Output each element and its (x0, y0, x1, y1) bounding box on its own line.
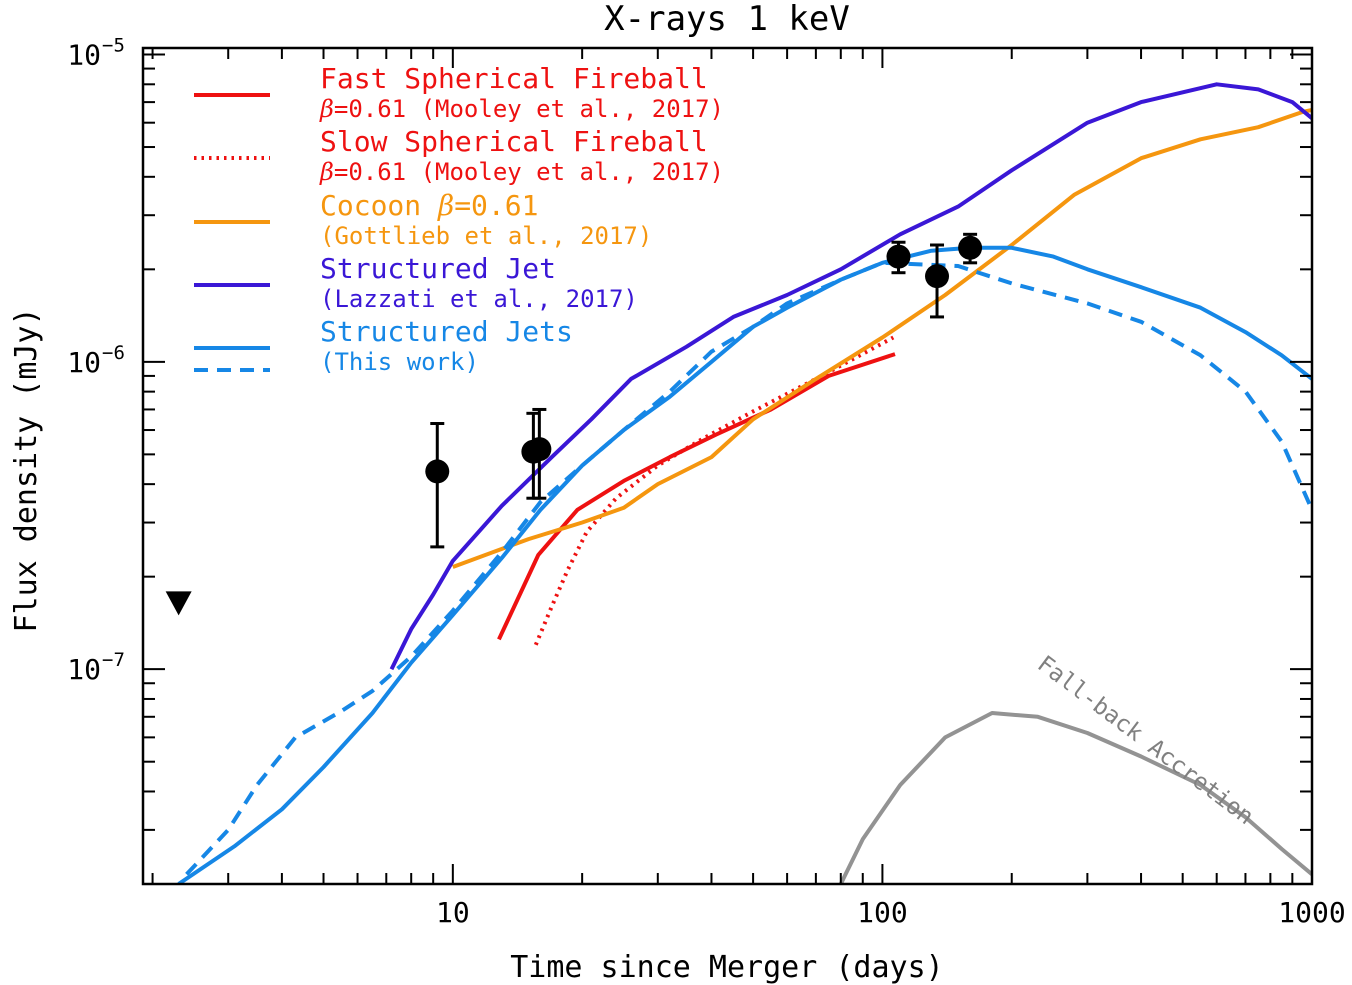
legend-sublabel-slow: β=0.61 (Mooley et al., 2017) (319, 158, 724, 186)
legend-label-this_solid: Structured Jets (320, 315, 573, 348)
upper-limit-marker-0 (165, 591, 192, 616)
x-tick-label: 1000 (1278, 896, 1345, 929)
x-axis-label: Time since Merger (days) (510, 950, 943, 985)
data-point-2 (527, 437, 552, 462)
y-tick-exponent: −7 (102, 649, 125, 671)
series-line-this_dashed (185, 260, 1312, 876)
legend-label-cocoon: Cocoon β=0.61 (320, 189, 539, 222)
legend-sublabel-lazzati: (Lazzati et al., 2017) (320, 285, 638, 313)
y-axis-label: Flux density (mJy) (9, 307, 44, 632)
ticks-layer (143, 48, 1313, 885)
y-tick-exponent: −5 (102, 35, 125, 57)
data-point-5 (958, 235, 983, 260)
y-tick-label: 10 (67, 39, 101, 72)
legend-sublabel-cocoon: (Gottlieb et al., 2017) (320, 222, 652, 250)
series-line-lazzati (389, 82, 1312, 671)
series-line-fallback (839, 711, 1312, 884)
plot-frame (141, 46, 1314, 886)
data-point-0 (425, 459, 450, 484)
series-line-slow (533, 335, 895, 646)
y-tick-label: 10 (67, 346, 101, 379)
legend-sublabel-fast: β=0.61 (Mooley et al., 2017) (319, 95, 724, 123)
chart-title: X-rays 1 keV (604, 0, 850, 39)
series-layer (177, 82, 1312, 884)
legend-label-fast: Fast Spherical Fireball (320, 62, 708, 95)
fallback-accretion-label: Fall-back Accretion (1032, 651, 1258, 830)
series-line-fast (497, 352, 896, 641)
legend-label-lazzati: Structured Jet (320, 252, 556, 285)
series-line-cocoon (452, 108, 1312, 569)
y-tick-exponent: −6 (102, 342, 125, 364)
data-point-4 (925, 264, 950, 289)
x-tick-label: 100 (857, 896, 908, 929)
x-tick-label: 10 (436, 896, 470, 929)
legend-label-slow: Slow Spherical Fireball (320, 125, 708, 158)
data-point-3 (886, 244, 911, 269)
observations-layer (165, 232, 983, 616)
y-tick-label: 10 (67, 653, 101, 686)
legend-sublabel-this_solid: (This work) (320, 348, 479, 376)
